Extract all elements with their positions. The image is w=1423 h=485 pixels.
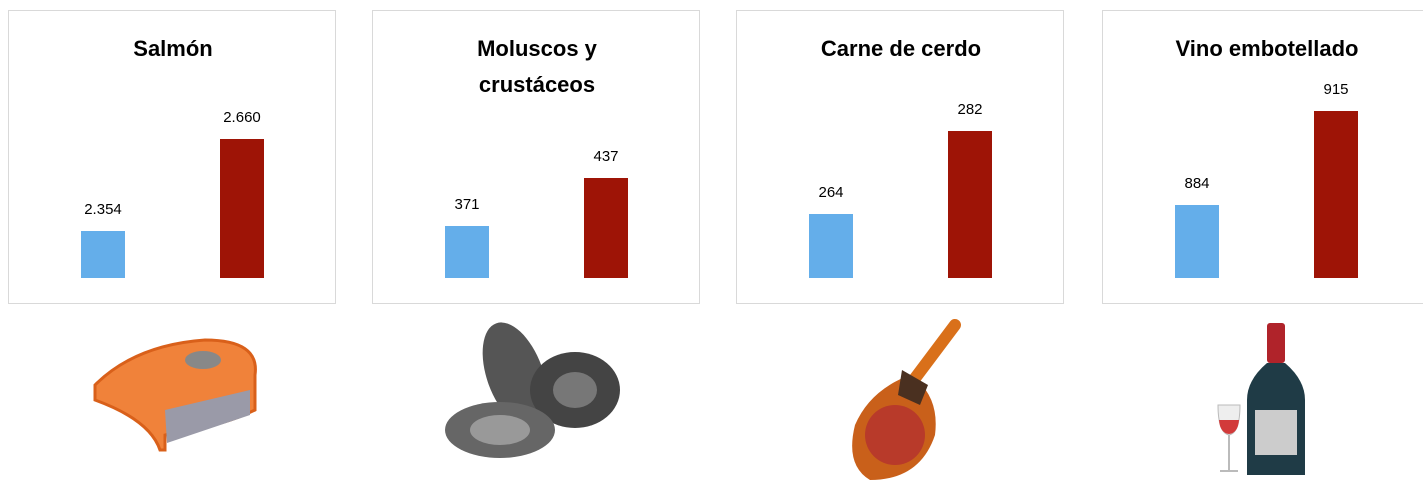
chart-title: Salmón [63, 31, 283, 67]
bar [948, 131, 992, 278]
chart-title: Vino embotellado [1157, 31, 1377, 67]
bar [1314, 111, 1358, 278]
value-label: 2.354 [63, 201, 143, 218]
value-label: 437 [566, 148, 646, 165]
chart-panel: Vino embotellado 884 915 [1102, 10, 1423, 304]
bar [584, 178, 628, 278]
wine-icon [1210, 315, 1320, 480]
bar [81, 231, 125, 278]
chart-panel: Carne de cerdo 264 282 [736, 10, 1064, 304]
chart-title: Moluscos y crustáceos [427, 31, 647, 103]
salmon-icon [75, 315, 265, 460]
value-label: 884 [1157, 175, 1237, 192]
value-label: 371 [427, 196, 507, 213]
bar [1175, 205, 1219, 278]
value-label: 282 [930, 101, 1010, 118]
value-label: 915 [1296, 81, 1376, 98]
chart-panel: Salmón 2.354 2.660 [8, 10, 336, 304]
page: Salmón 2.354 2.660 Moluscos y crustáceos 371… [0, 0, 1423, 485]
bar [220, 139, 264, 278]
bar [445, 226, 489, 278]
ham-icon [840, 315, 980, 485]
chart-panel: Moluscos y crustáceos 371 437 [372, 10, 700, 304]
value-label: 264 [791, 184, 871, 201]
value-label: 2.660 [202, 109, 282, 126]
mussels-icon [440, 315, 630, 465]
bar [809, 214, 853, 278]
chart-title: Carne de cerdo [791, 31, 1011, 67]
